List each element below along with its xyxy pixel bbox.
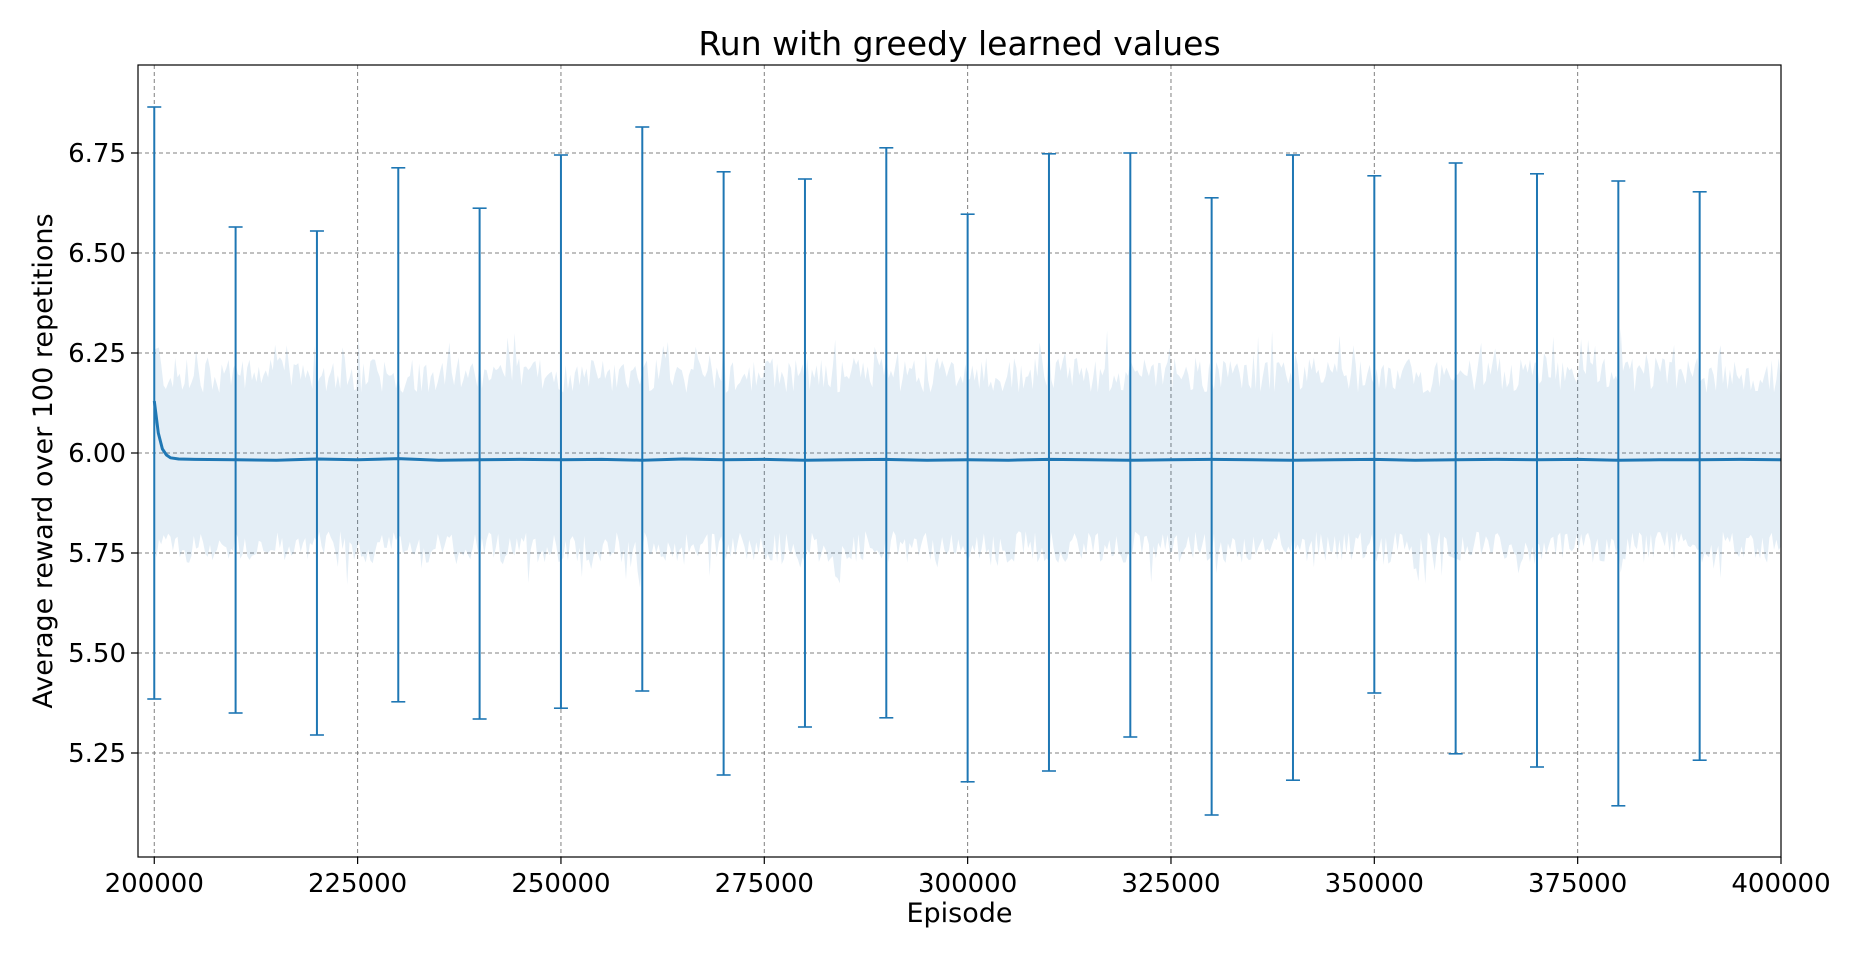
error-bar [1123, 152, 1138, 738]
error-bar [553, 154, 568, 710]
x-axis-label: Episode [906, 898, 1012, 929]
error-bar [716, 171, 731, 776]
error-bar [635, 126, 650, 692]
error-bar [960, 213, 975, 783]
x-tick-label: 225000 [308, 869, 407, 899]
y-tick-label: 5.25 [68, 739, 126, 769]
x-tick-label: 250000 [511, 869, 610, 899]
plot-frame [137, 64, 1782, 858]
ticks: 200000 225000 250000 275000 300000 325000 3500… [68, 139, 1831, 899]
x-tick-label: 400000 [1731, 869, 1830, 899]
error-bars [147, 106, 1707, 816]
error-bar [472, 207, 487, 720]
y-tick-label: 5.75 [68, 539, 126, 569]
error-bar [797, 178, 812, 728]
error-bar [1285, 154, 1300, 782]
error-bar [1529, 173, 1544, 768]
x-tick-label: 200000 [105, 869, 204, 899]
y-tick-label: 6.50 [68, 239, 126, 269]
error-bar [1041, 153, 1056, 772]
error-bar [1367, 175, 1382, 694]
mean-line-group [152, 400, 1782, 462]
y-tick-label: 6.00 [68, 439, 126, 469]
x-tick-label: 375000 [1528, 869, 1627, 899]
error-bar [1611, 180, 1626, 807]
error-bar [879, 147, 894, 719]
x-tick-label: 325000 [1121, 869, 1220, 899]
mean-line [152, 400, 1782, 462]
y-axis-label: Average reward over 100 repetitions [28, 213, 59, 708]
error-bar [1204, 197, 1219, 816]
error-bar [228, 226, 243, 714]
error-bar [391, 167, 406, 703]
error-bar [309, 230, 324, 736]
y-tick-label: 5.50 [68, 639, 126, 669]
error-bar [1692, 191, 1707, 762]
y-tick-label: 6.25 [68, 339, 126, 369]
x-tick-label: 300000 [918, 869, 1017, 899]
x-tick-label: 275000 [715, 869, 814, 899]
y-tick-label: 6.75 [68, 139, 126, 169]
chart-title: Run with greedy learned values [698, 24, 1220, 63]
grid [138, 65, 1782, 857]
x-tick-label: 350000 [1325, 869, 1424, 899]
